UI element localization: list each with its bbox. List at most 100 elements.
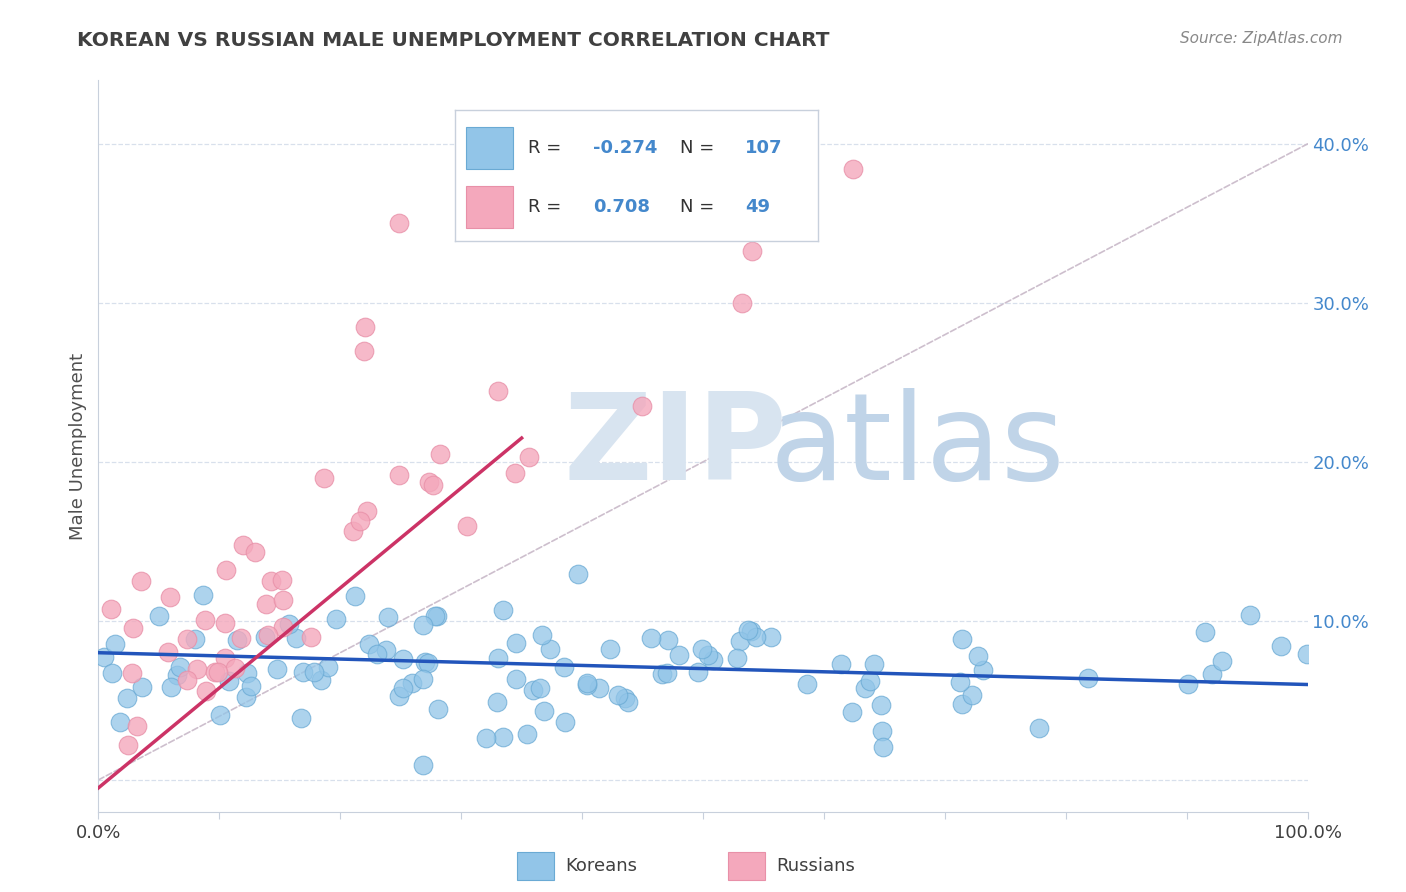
Point	[231, 631, 253, 645]
Point	[422, 477, 444, 491]
Point	[614, 691, 637, 706]
Point	[377, 609, 399, 624]
Point	[207, 665, 229, 679]
Point	[599, 641, 621, 656]
Point	[1077, 671, 1099, 685]
Point	[870, 723, 893, 738]
Point	[314, 471, 336, 485]
Point	[271, 593, 294, 607]
Point	[412, 673, 434, 687]
Point	[214, 651, 236, 665]
Point	[1296, 647, 1319, 661]
Point	[538, 641, 561, 656]
Point	[278, 617, 301, 632]
Point	[737, 623, 759, 637]
Point	[186, 662, 208, 676]
Point	[872, 740, 894, 755]
Point	[745, 630, 768, 644]
Point	[240, 679, 263, 693]
Point	[93, 650, 115, 665]
Point	[631, 399, 654, 413]
Point	[859, 673, 882, 688]
Point	[870, 698, 893, 713]
Point	[1211, 654, 1233, 668]
Point	[353, 343, 375, 358]
Point	[388, 467, 411, 482]
Point	[214, 616, 236, 631]
Point	[309, 673, 332, 687]
Point	[575, 678, 598, 692]
Point	[127, 719, 149, 733]
Point	[690, 641, 713, 656]
Point	[131, 680, 153, 694]
Point	[115, 691, 138, 706]
Point	[725, 651, 748, 665]
Point	[218, 674, 240, 689]
Point	[1177, 677, 1199, 691]
Point	[688, 665, 710, 680]
Point	[588, 681, 610, 695]
Point	[950, 697, 973, 711]
Point	[256, 628, 278, 642]
Point	[554, 715, 576, 730]
Point	[503, 466, 526, 480]
Point	[486, 384, 509, 398]
Point	[194, 684, 217, 698]
Point	[533, 704, 555, 718]
Point	[266, 662, 288, 676]
Point	[429, 447, 451, 461]
Text: atlas: atlas	[769, 387, 1066, 505]
Point	[169, 660, 191, 674]
Point	[148, 609, 170, 624]
Point	[412, 618, 434, 632]
Point	[235, 690, 257, 704]
Point	[657, 665, 679, 680]
Point	[830, 657, 852, 671]
Point	[299, 630, 322, 644]
Point	[401, 676, 423, 690]
Point	[740, 624, 762, 639]
Point	[731, 296, 754, 310]
Point	[194, 614, 217, 628]
Point	[166, 668, 188, 682]
Point	[505, 636, 527, 650]
Point	[474, 731, 496, 745]
Point	[354, 319, 377, 334]
Point	[100, 665, 122, 680]
Point	[842, 162, 865, 177]
Point	[156, 645, 179, 659]
Point	[392, 652, 415, 666]
Point	[343, 589, 366, 603]
Point	[607, 688, 630, 702]
Point	[416, 656, 439, 670]
Point	[160, 680, 183, 694]
Point	[651, 667, 673, 681]
Point	[1028, 721, 1050, 735]
Point	[575, 676, 598, 690]
Point	[761, 630, 783, 644]
Point	[236, 665, 259, 680]
Point	[796, 676, 818, 690]
Point	[962, 688, 984, 702]
Point	[357, 636, 380, 650]
Point	[304, 665, 326, 679]
Point	[425, 609, 447, 624]
Point	[657, 632, 679, 647]
Point	[224, 661, 246, 675]
Point	[492, 730, 515, 744]
Point	[290, 711, 312, 725]
Point	[1239, 607, 1261, 622]
Point	[1201, 667, 1223, 681]
Point	[456, 518, 478, 533]
Text: KOREAN VS RUSSIAN MALE UNEMPLOYMENT CORRELATION CHART: KOREAN VS RUSSIAN MALE UNEMPLOYMENT CORR…	[77, 31, 830, 50]
Point	[316, 660, 339, 674]
Point	[702, 653, 724, 667]
Point	[388, 216, 411, 230]
Point	[215, 563, 238, 577]
Point	[225, 632, 247, 647]
Point	[209, 708, 232, 723]
Point	[104, 637, 127, 651]
Point	[176, 673, 198, 687]
Point	[516, 727, 538, 741]
Point	[950, 632, 973, 646]
